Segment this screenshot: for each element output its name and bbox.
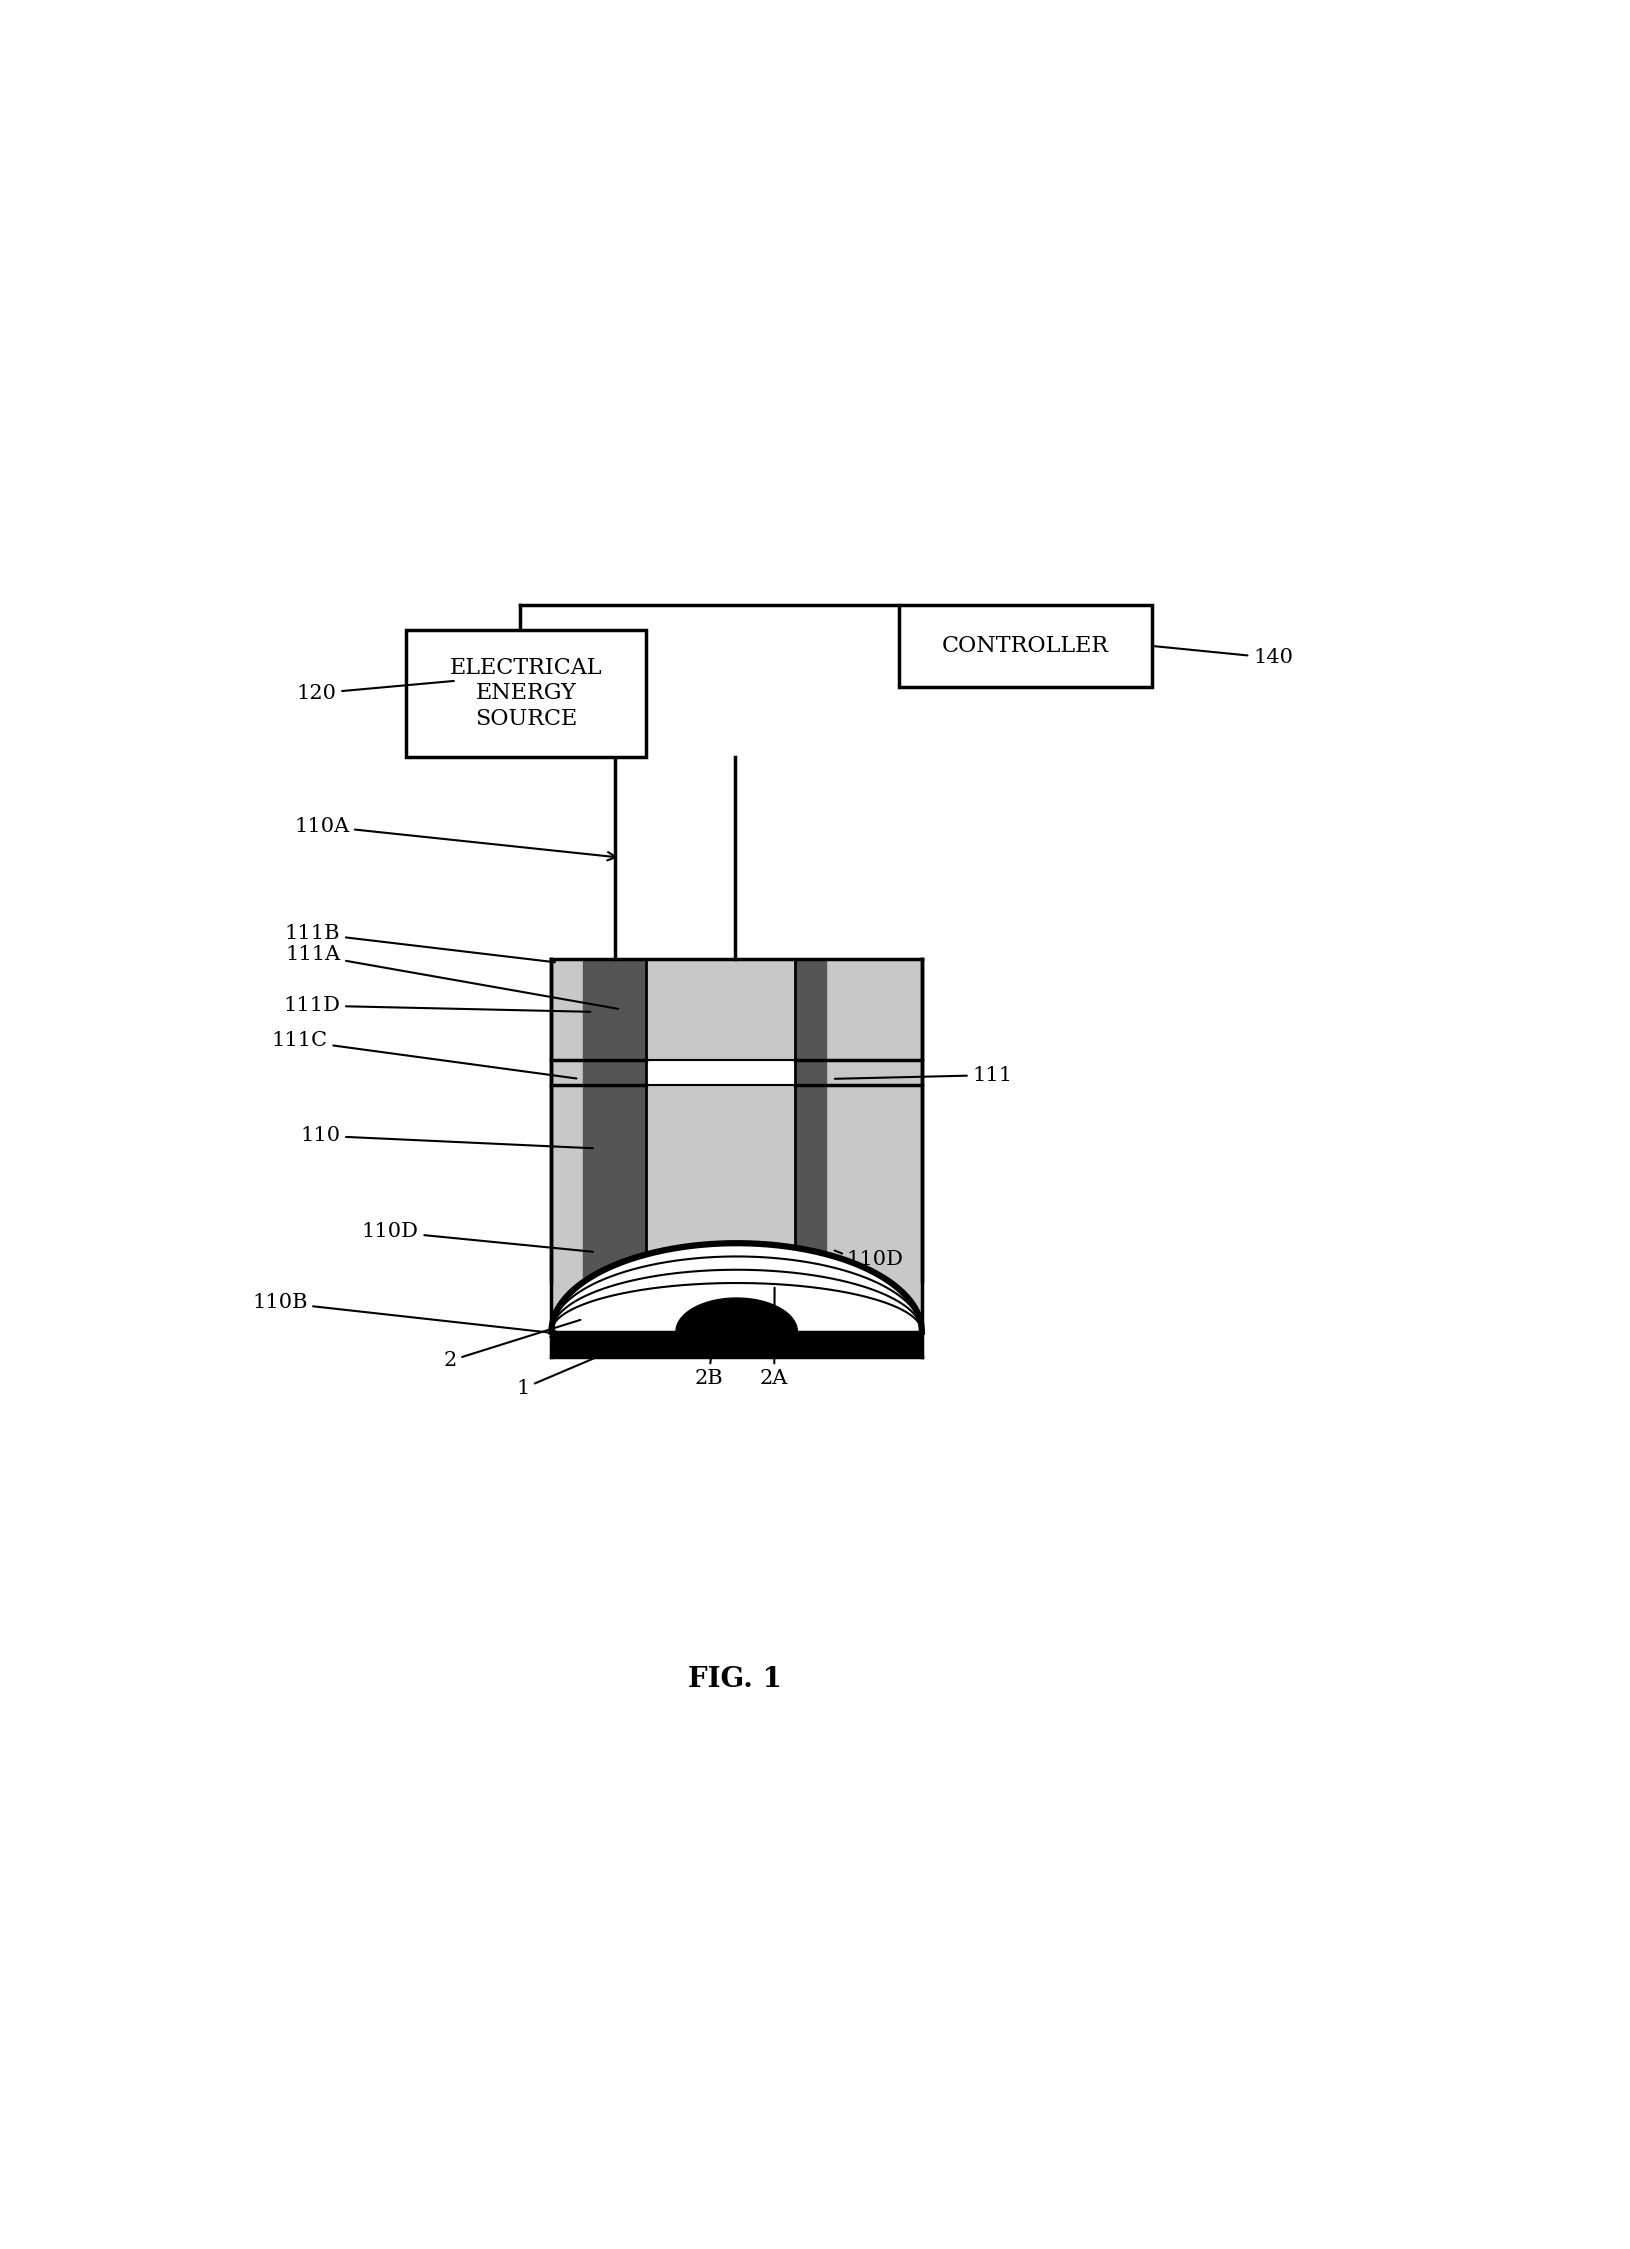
Text: 140: 140 — [1154, 645, 1293, 668]
Text: 120: 120 — [297, 681, 453, 704]
Text: 110D: 110D — [846, 1250, 903, 1268]
Text: 2B: 2B — [694, 1300, 722, 1388]
Text: ELECTRICAL
ENERGY
SOURCE: ELECTRICAL ENERGY SOURCE — [450, 657, 601, 729]
Text: 111B: 111B — [285, 924, 554, 963]
Text: 1: 1 — [515, 1347, 618, 1399]
Bar — [898, 605, 1151, 686]
Text: 110A: 110A — [293, 816, 616, 861]
Text: FIG. 1: FIG. 1 — [688, 1667, 781, 1693]
Text: 110D: 110D — [362, 1221, 593, 1253]
Text: 2: 2 — [443, 1320, 580, 1370]
Text: 111D: 111D — [284, 996, 590, 1014]
Text: 111A: 111A — [285, 945, 618, 1010]
Text: 110B: 110B — [253, 1293, 559, 1336]
Text: 111: 111 — [835, 1066, 1012, 1084]
Text: 110: 110 — [300, 1127, 593, 1149]
Polygon shape — [551, 1244, 921, 1331]
Text: CONTROLLER: CONTROLLER — [942, 634, 1108, 657]
Text: 111C: 111C — [272, 1032, 575, 1080]
Polygon shape — [675, 1298, 797, 1331]
Text: 2A: 2A — [760, 1289, 787, 1388]
Bar — [406, 630, 645, 756]
